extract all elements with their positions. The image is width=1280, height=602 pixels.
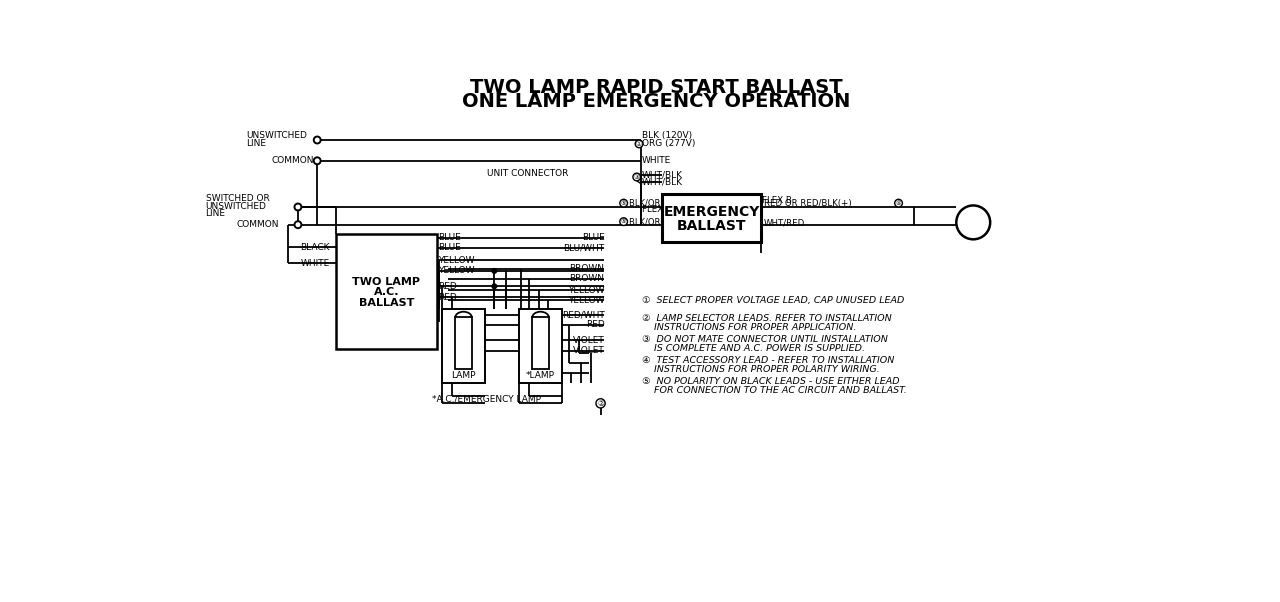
Text: BLUE: BLUE [438,234,461,242]
Text: BLACK: BLACK [301,243,330,252]
Text: ②  LAMP SELECTOR LEADS. REFER TO INSTALLATION: ② LAMP SELECTOR LEADS. REFER TO INSTALLA… [643,314,892,323]
Text: COMMON: COMMON [271,157,314,166]
Bar [518,309,562,382]
Text: ONE LAMP EMERGENCY OPERATION: ONE LAMP EMERGENCY OPERATION [462,92,850,111]
Text: LINE: LINE [206,209,225,219]
Text: BROWN: BROWN [570,274,604,283]
Bar [442,309,485,382]
Text: RED: RED [438,282,457,291]
Text: RED/WHT: RED/WHT [562,310,604,319]
Text: BROWN: BROWN [570,264,604,273]
Text: WHITE: WHITE [643,157,672,166]
Text: ⑤: ⑤ [621,200,626,206]
Text: ⑤: ⑤ [621,219,626,224]
Text: VIOLET: VIOLET [572,347,604,355]
Text: BLU/WHT: BLU/WHT [563,243,604,252]
Text: ④  TEST ACCESSORY LEAD - REFER TO INSTALLATION: ④ TEST ACCESSORY LEAD - REFER TO INSTALL… [643,356,895,365]
Text: WHT/BLK: WHT/BLK [643,170,684,179]
Text: TWO LAMP: TWO LAMP [352,277,421,287]
Text: IS COMPLETE AND A.C. POWER IS SUPPLIED.: IS COMPLETE AND A.C. POWER IS SUPPLIED. [654,344,865,353]
Bar [532,317,549,368]
Text: BALLAST: BALLAST [358,298,415,308]
Text: ③  DO NOT MATE CONNECTOR UNTIL INSTALLATION: ③ DO NOT MATE CONNECTOR UNTIL INSTALLATI… [643,335,888,344]
Text: EMERGENCY: EMERGENCY [663,205,759,219]
Text: A.C.: A.C. [374,288,399,297]
Circle shape [632,173,640,181]
Text: TWO LAMP RAPID START BALLAST: TWO LAMP RAPID START BALLAST [470,78,842,97]
Text: RED OR RED/BLK(+): RED OR RED/BLK(+) [764,199,851,208]
Text: INSTRUCTIONS FOR PROPER POLARITY WIRING.: INSTRUCTIONS FOR PROPER POLARITY WIRING. [654,365,881,374]
Text: ①: ① [636,141,643,147]
Text: BLK/ORG OR BLK/BRN: BLK/ORG OR BLK/BRN [628,199,722,208]
Text: ORG (277V): ORG (277V) [643,139,695,148]
Text: LINE: LINE [246,138,266,147]
Text: BLK/ORG OR BLK/BRN: BLK/ORG OR BLK/BRN [628,217,722,226]
Text: WHT/BLK: WHT/BLK [643,178,684,187]
Bar [454,317,472,368]
Text: BLUE: BLUE [438,243,461,252]
Bar [662,194,760,241]
Text: LAMP: LAMP [452,371,476,380]
Circle shape [294,203,301,211]
Text: VIOLET: VIOLET [572,336,604,345]
Text: *A.C./EMERGENCY LAMP: *A.C./EMERGENCY LAMP [433,395,541,404]
Text: RED: RED [586,320,604,329]
Circle shape [895,199,902,207]
Circle shape [314,137,321,143]
Text: WHITE: WHITE [301,259,329,268]
Text: FLEX B: FLEX B [763,196,792,205]
Circle shape [314,157,321,164]
Circle shape [956,205,991,240]
Text: BLUE: BLUE [581,234,604,242]
Text: FOR CONNECTION TO THE AC CIRCUIT AND BALLAST.: FOR CONNECTION TO THE AC CIRCUIT AND BAL… [654,386,908,395]
Text: YELLOW: YELLOW [568,286,604,294]
Circle shape [294,222,301,228]
Text: UNSWITCHED: UNSWITCHED [206,202,266,211]
Text: YELLOW: YELLOW [568,296,604,305]
Text: UNIT CONNECTOR: UNIT CONNECTOR [486,169,568,178]
Text: YELLOW: YELLOW [438,267,475,275]
Text: BLK (120V): BLK (120V) [643,131,692,140]
Text: UNSWITCHED: UNSWITCHED [246,131,307,140]
Circle shape [620,218,627,226]
Circle shape [620,199,627,207]
Text: ①  SELECT PROPER VOLTAGE LEAD, CAP UNUSED LEAD: ① SELECT PROPER VOLTAGE LEAD, CAP UNUSED… [643,296,905,305]
Text: SWITCHED OR: SWITCHED OR [206,194,269,203]
Text: ④: ④ [896,200,901,206]
Text: ③: ③ [634,174,640,180]
Text: BALLAST: BALLAST [677,219,746,233]
Text: COMMON: COMMON [237,220,279,229]
Text: RED: RED [438,293,457,302]
Text: *LAMP: *LAMP [526,371,556,380]
Text: FLEX A: FLEX A [643,205,672,214]
Text: WHT/RED: WHT/RED [764,219,805,228]
Bar [337,234,436,349]
Circle shape [635,140,643,147]
Text: YELLOW: YELLOW [438,256,475,265]
Circle shape [492,268,497,273]
Text: ⑤  NO POLARITY ON BLACK LEADS - USE EITHER LEAD: ⑤ NO POLARITY ON BLACK LEADS - USE EITHE… [643,376,900,385]
Text: TBTS: TBTS [960,218,986,227]
Circle shape [492,284,497,288]
Text: ②: ② [598,399,604,408]
Circle shape [596,399,605,408]
Text: INSTRUCTIONS FOR PROPER APPLICATION.: INSTRUCTIONS FOR PROPER APPLICATION. [654,323,856,332]
